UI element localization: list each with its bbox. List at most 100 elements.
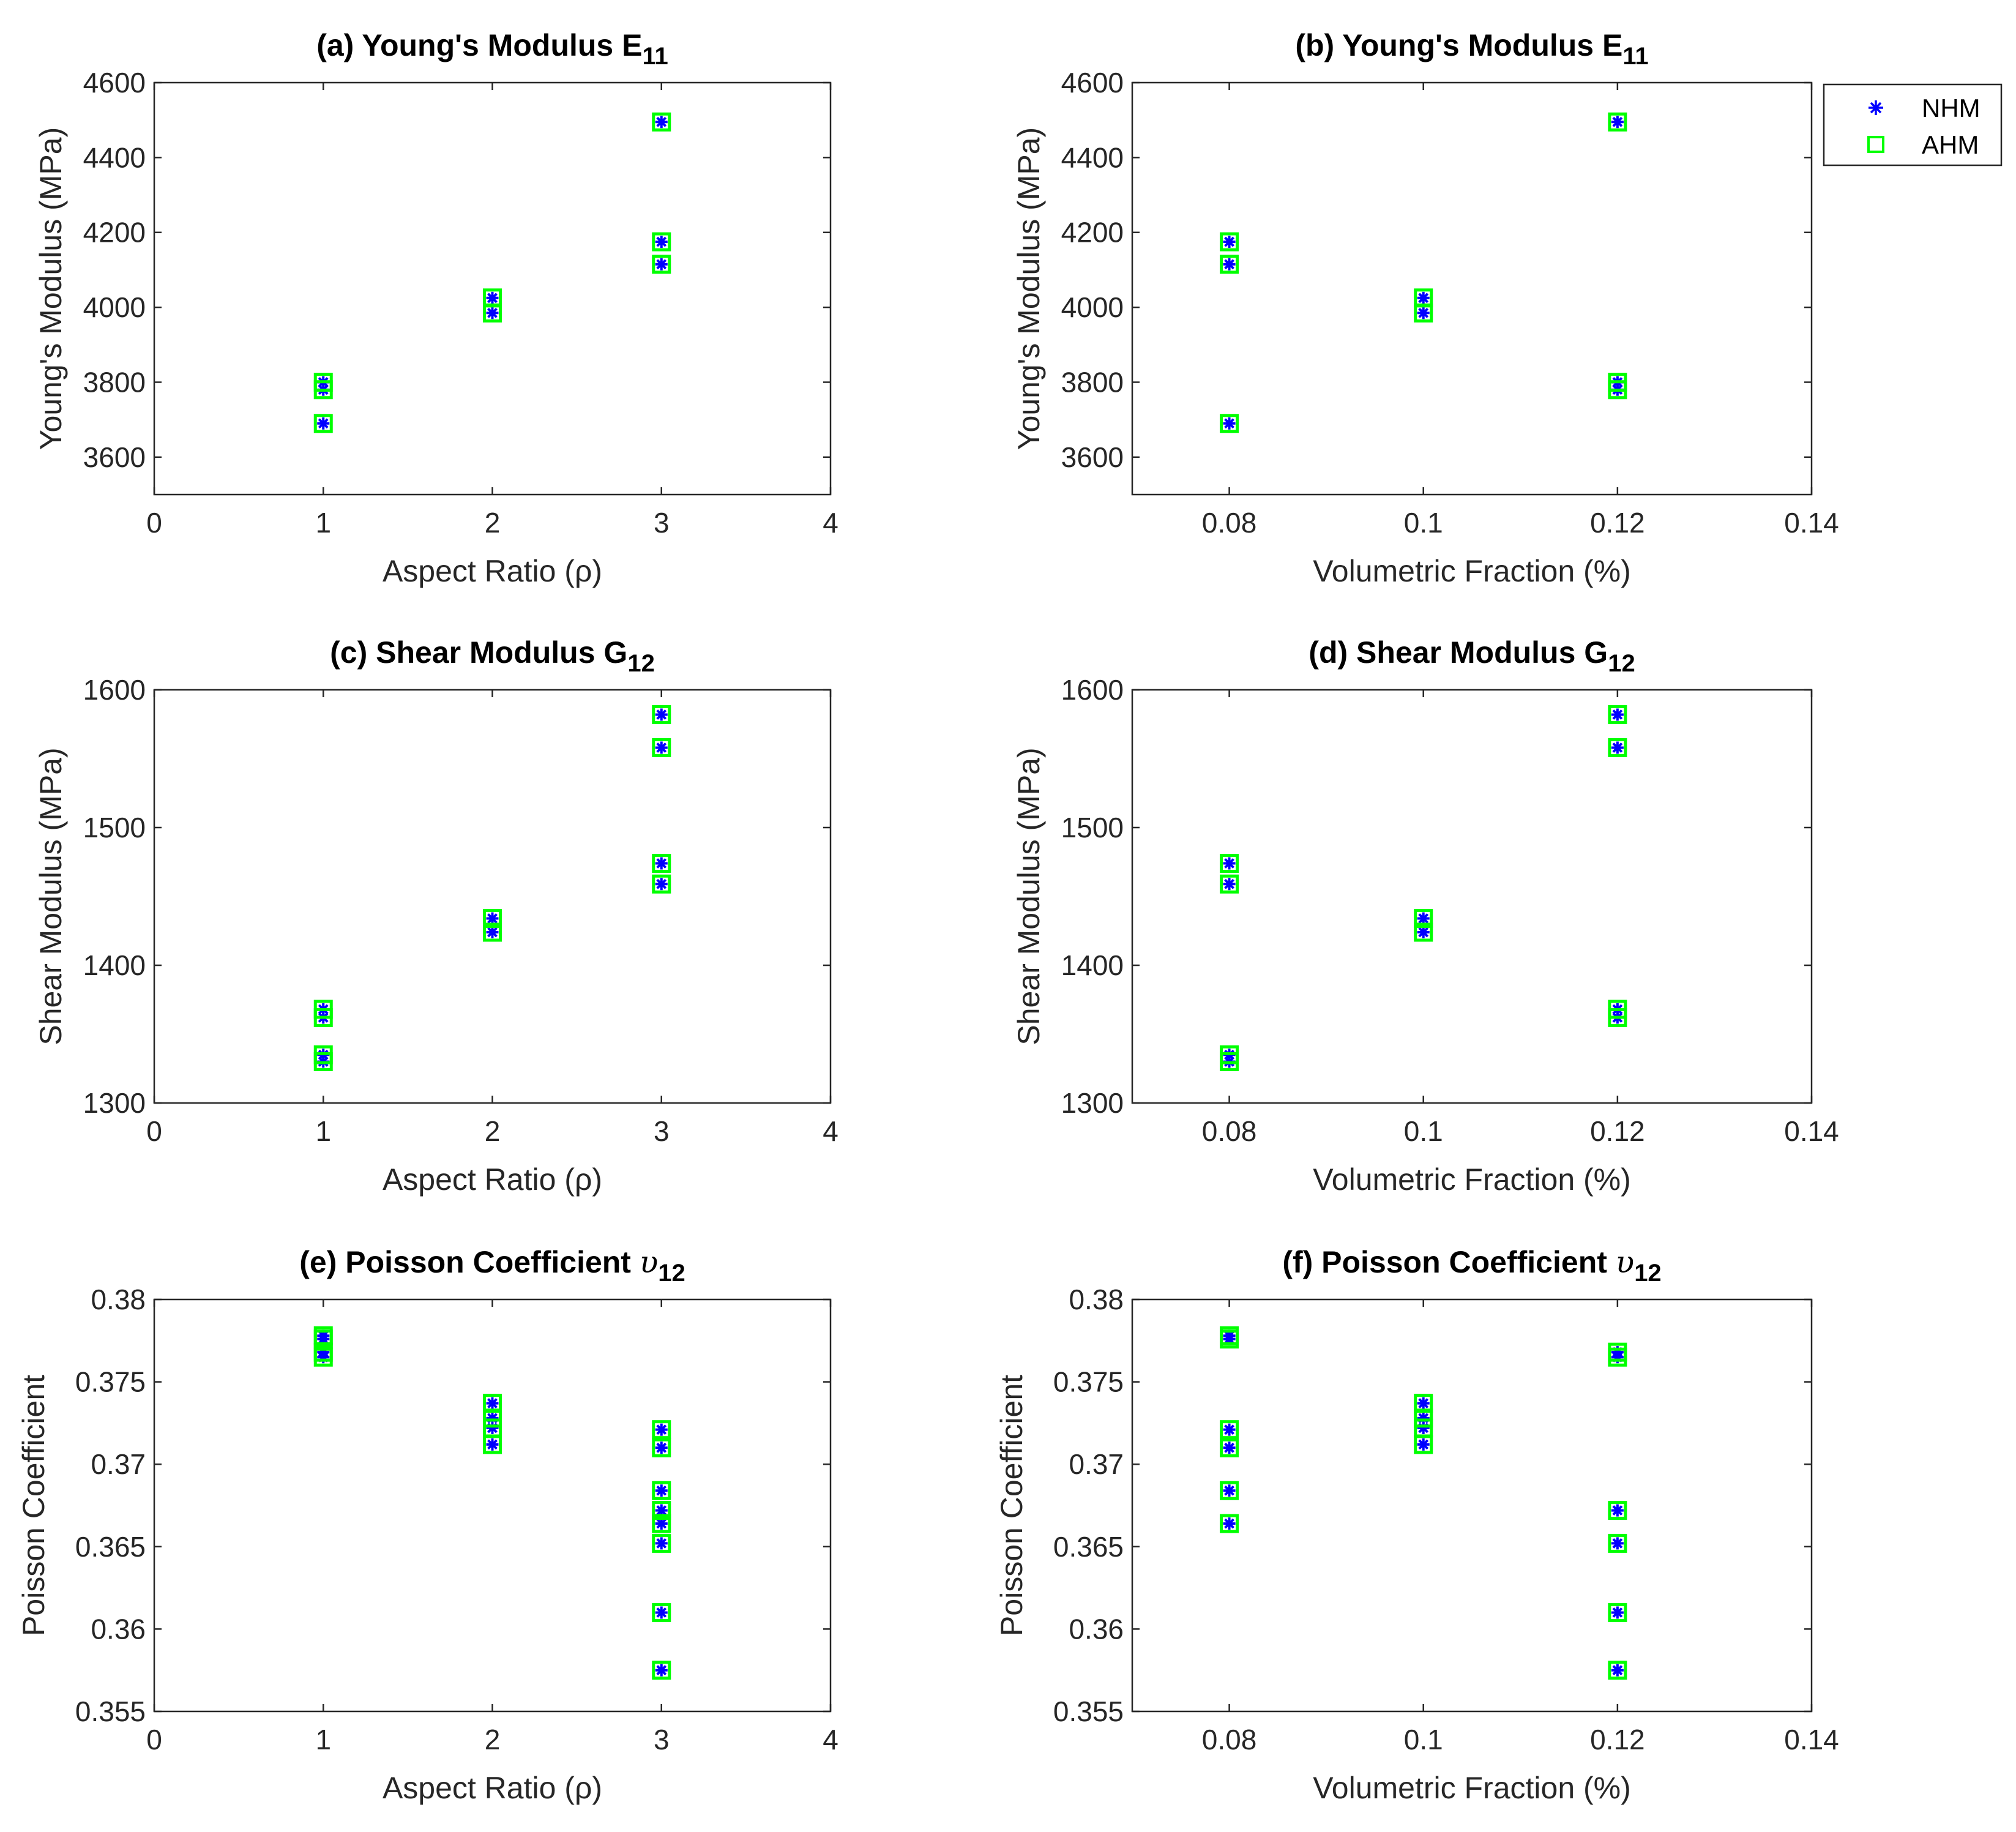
- panel-d: 0.08 0.1 0.12 0.14 1300 1400 1500 1600 Volumetri…: [1012, 635, 1839, 1197]
- nhm-point: [1223, 258, 1236, 271]
- ahm-point: [313, 1000, 333, 1019]
- ahm-point: [1608, 1000, 1627, 1019]
- nhm-point: [486, 1438, 499, 1451]
- y-tick-label: 4200: [1061, 217, 1124, 249]
- x-tick-label: 0.12: [1590, 507, 1645, 539]
- y-tick-label: 4400: [1061, 141, 1124, 173]
- panel-title: (f) Poisson Coefficient υ12: [1282, 1244, 1661, 1287]
- ahm-point: [652, 232, 671, 252]
- nhm-point: [1223, 1517, 1236, 1530]
- y-tick-label: 0.36: [1069, 1613, 1124, 1645]
- nhm-point: [1417, 1397, 1430, 1410]
- ahm-point: [1220, 1438, 1239, 1457]
- ahm-point: [1220, 1514, 1239, 1533]
- ahm-point: [1608, 1661, 1627, 1680]
- y-axis-label: Young's Modulus (MPa): [34, 127, 68, 450]
- ahm-point: [652, 1420, 671, 1440]
- y-tick-label: 3600: [83, 441, 146, 473]
- ahm-point: [1414, 1394, 1433, 1413]
- y-tick-label: 3600: [1061, 441, 1124, 473]
- y-tick-label: 1400: [1061, 949, 1124, 981]
- nhm-point: [655, 116, 668, 129]
- ahm-point: [652, 255, 671, 274]
- nhm-point: [1611, 1606, 1624, 1619]
- y-tick-label: 0.36: [91, 1613, 146, 1645]
- x-tick-label: 0.12: [1590, 1115, 1645, 1147]
- ahm-point: [1608, 1602, 1627, 1622]
- y-tick-label: 0.38: [91, 1284, 146, 1315]
- nhm-point: [486, 291, 499, 304]
- y-axis-label: Poisson Coefficient: [995, 1375, 1029, 1636]
- ahm-point: [1608, 1533, 1627, 1553]
- nhm-point: [1223, 1484, 1236, 1497]
- nhm-point: [1417, 1411, 1430, 1424]
- ahm-point: [1414, 1418, 1433, 1438]
- y-tick-label: 0.365: [75, 1531, 146, 1563]
- y-tick-label: 0.37: [1069, 1448, 1124, 1480]
- y-tick-label: 1500: [83, 812, 146, 843]
- nhm-point: [1417, 926, 1430, 938]
- ahm-point: [652, 112, 671, 132]
- nhm-point: [1611, 1664, 1624, 1677]
- x-axis-label: Aspect Ratio (ρ): [383, 1162, 602, 1197]
- ahm-point: [652, 1533, 671, 1553]
- nhm-point: [1417, 307, 1430, 320]
- legend-label-nhm: NHM: [1922, 94, 1981, 122]
- ahm-point: [483, 922, 502, 942]
- axes-box-f: [1131, 1298, 1813, 1713]
- x-tick-label: 2: [485, 1115, 501, 1147]
- x-tick-label: 1: [315, 507, 331, 539]
- y-axis-label: Poisson Coefficient: [17, 1375, 51, 1636]
- ahm-point: [1220, 874, 1239, 894]
- ahm-point: [1220, 255, 1239, 274]
- axes-box-b: [1131, 81, 1813, 496]
- ahm-point: [1220, 1326, 1239, 1345]
- legend-box: [1823, 83, 2003, 166]
- x-axis-label: Volumetric Fraction (%): [1313, 554, 1631, 588]
- x-tick-label: 0.08: [1202, 507, 1257, 539]
- nhm-point: [655, 857, 668, 870]
- ahm-point: [1608, 112, 1627, 132]
- panel-title: (c) Shear Modulus G12: [330, 635, 655, 677]
- ahm-point: [652, 1602, 671, 1622]
- y-tick-label: 4000: [1061, 291, 1124, 323]
- nhm-point: [1611, 1504, 1624, 1517]
- ahm-point: [652, 1661, 671, 1680]
- ahm-point: [483, 1394, 502, 1413]
- nhm-point: [317, 417, 330, 430]
- legend-label-ahm: AHM: [1922, 130, 1979, 159]
- x-axis-label: Volumetric Fraction (%): [1313, 1771, 1631, 1805]
- ahm-point: [1220, 1420, 1239, 1440]
- ahm-point: [652, 874, 671, 894]
- nhm-point: [655, 258, 668, 271]
- y-tick-label: 0.37: [91, 1448, 146, 1480]
- ahm-point: [1608, 738, 1627, 757]
- panel-title: (e) Poisson Coefficient υ12: [299, 1244, 685, 1287]
- ahm-point: [652, 738, 671, 757]
- y-axis-label: Young's Modulus (MPa): [1012, 127, 1046, 450]
- x-tick-label: 0: [146, 1724, 162, 1755]
- ahm-point: [1220, 414, 1239, 433]
- ahm-point: [313, 1045, 333, 1064]
- y-tick-label: 0.38: [1069, 1284, 1124, 1315]
- ahm-point: [1220, 232, 1239, 252]
- y-tick-label: 1300: [1061, 1087, 1124, 1119]
- nhm-point: [1223, 236, 1236, 249]
- x-tick-label: 0: [146, 507, 162, 539]
- nhm-point: [1417, 1438, 1430, 1451]
- nhm-point: [486, 1397, 499, 1410]
- nhm-point: [655, 878, 668, 891]
- x-tick-label: 0.14: [1784, 507, 1839, 539]
- nhm-point: [655, 1664, 668, 1677]
- y-tick-label: 0.365: [1053, 1531, 1124, 1563]
- nhm-point: [655, 741, 668, 754]
- ahm-point: [313, 372, 333, 392]
- nhm-point: [486, 1411, 499, 1424]
- x-tick-label: 1: [315, 1724, 331, 1755]
- y-tick-label: 1600: [1061, 674, 1124, 706]
- ahm-point: [1608, 1342, 1627, 1362]
- ahm-point: [652, 854, 671, 873]
- nhm-point: [655, 1423, 668, 1436]
- nhm-point: [655, 236, 668, 249]
- nhm-point: [655, 1606, 668, 1619]
